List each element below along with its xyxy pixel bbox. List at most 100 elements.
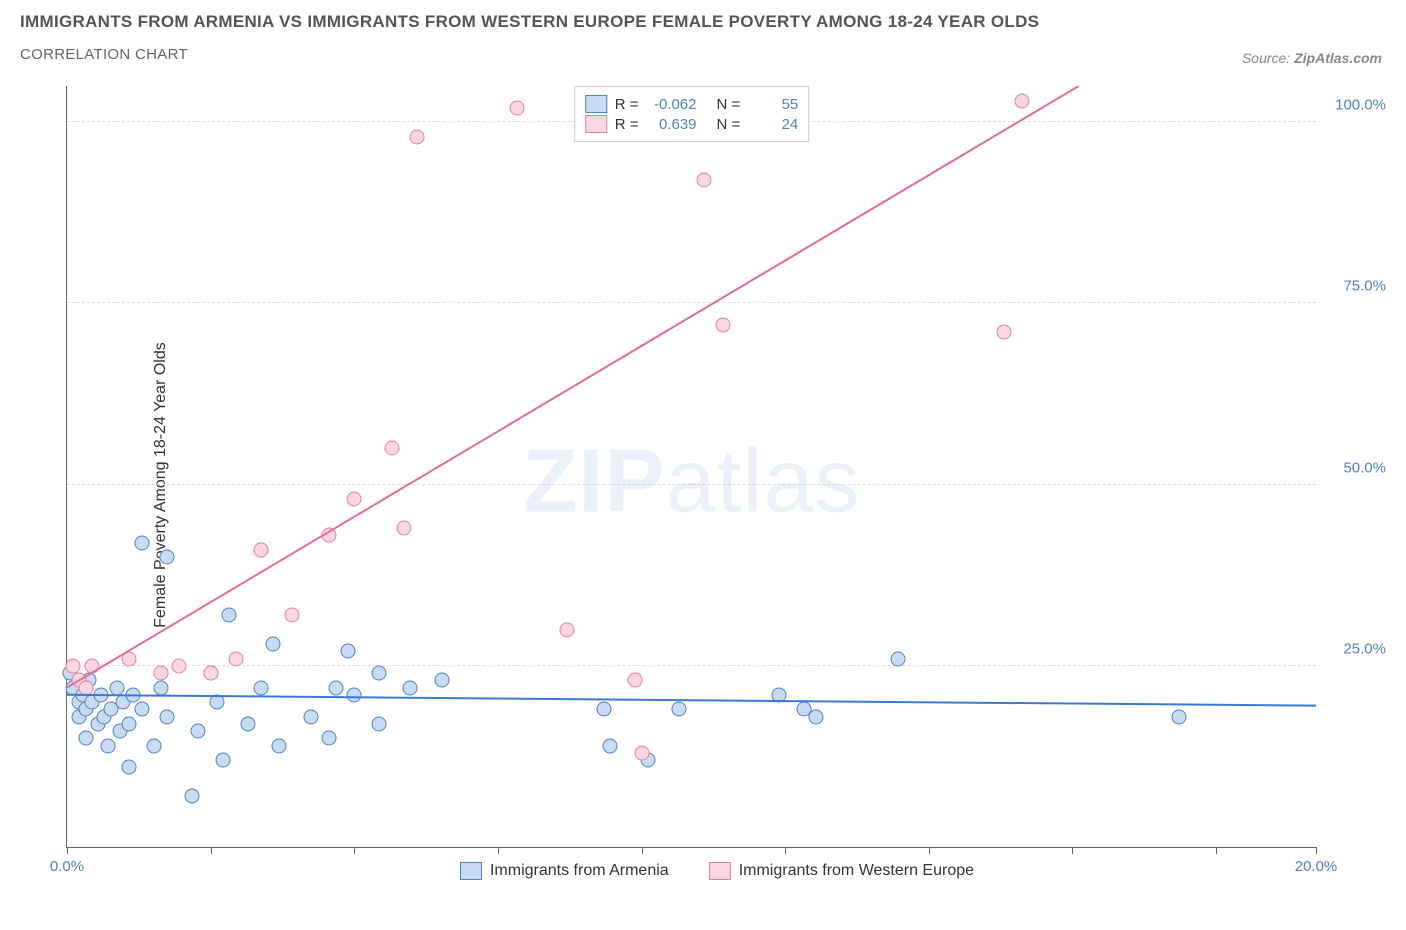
data-point-western_europe <box>172 658 187 673</box>
x-tick <box>498 847 499 854</box>
chart-title-line2: CORRELATION CHART <box>20 46 1386 63</box>
chart-area: Female Poverty Among 18-24 Year Olds ZIP… <box>38 86 1396 884</box>
legend-series-label: Immigrants from Armenia <box>490 862 669 880</box>
data-point-armenia <box>403 680 418 695</box>
data-point-western_europe <box>509 100 524 115</box>
data-point-armenia <box>303 709 318 724</box>
gridline <box>67 302 1316 303</box>
data-point-armenia <box>322 731 337 746</box>
data-point-armenia <box>890 651 905 666</box>
legend-stats-row-western_europe: R = 0.639 N = 24 <box>585 115 799 133</box>
data-point-armenia <box>1171 709 1186 724</box>
data-point-armenia <box>809 709 824 724</box>
x-tick <box>1072 847 1073 854</box>
legend-r-label: R = <box>615 96 639 113</box>
chart-title-line1: IMMIGRANTS FROM ARMENIA VS IMMIGRANTS FR… <box>20 12 1386 32</box>
legend-swatch <box>460 862 482 880</box>
data-point-armenia <box>184 789 199 804</box>
x-tick <box>211 847 212 854</box>
x-tick-label: 20.0% <box>1295 858 1338 875</box>
data-point-armenia <box>241 716 256 731</box>
data-point-armenia <box>771 687 786 702</box>
data-point-armenia <box>266 637 281 652</box>
data-point-armenia <box>147 738 162 753</box>
x-tick <box>929 847 930 854</box>
data-point-armenia <box>153 680 168 695</box>
data-point-western_europe <box>322 528 337 543</box>
data-point-armenia <box>672 702 687 717</box>
data-point-armenia <box>209 695 224 710</box>
data-point-western_europe <box>253 542 268 557</box>
x-tick <box>354 847 355 854</box>
legend-stats-box: R =-0.062N =55R =0.639N =24 <box>574 86 810 142</box>
data-point-western_europe <box>409 129 424 144</box>
legend-series: Immigrants from Armenia Immigrants from W… <box>460 862 974 880</box>
x-tick <box>642 847 643 854</box>
legend-r-value: 0.639 <box>647 116 697 133</box>
data-point-armenia <box>78 731 93 746</box>
data-point-armenia <box>122 716 137 731</box>
x-tick <box>1316 847 1317 854</box>
data-point-armenia <box>134 702 149 717</box>
data-point-western_europe <box>203 666 218 681</box>
data-point-armenia <box>159 709 174 724</box>
y-tick-label: 25.0% <box>1343 640 1386 657</box>
trend-line-western_europe <box>67 86 1316 847</box>
data-point-western_europe <box>228 651 243 666</box>
data-point-armenia <box>272 738 287 753</box>
legend-swatch <box>585 115 607 133</box>
gridline <box>67 484 1316 485</box>
data-point-western_europe <box>384 441 399 456</box>
x-tick <box>785 847 786 854</box>
data-point-armenia <box>328 680 343 695</box>
data-point-armenia <box>191 724 206 739</box>
legend-n-label: N = <box>717 96 741 113</box>
data-point-armenia <box>134 535 149 550</box>
data-point-western_europe <box>347 492 362 507</box>
data-point-western_europe <box>628 673 643 688</box>
data-point-western_europe <box>397 521 412 536</box>
data-point-armenia <box>434 673 449 688</box>
legend-series-item-western_europe: Immigrants from Western Europe <box>709 862 974 880</box>
source-attribution: Source: ZipAtlas.com <box>1242 50 1382 66</box>
y-tick-label: 100.0% <box>1335 97 1386 114</box>
gridline <box>67 665 1316 666</box>
data-point-western_europe <box>634 745 649 760</box>
data-point-western_europe <box>153 666 168 681</box>
data-point-western_europe <box>84 658 99 673</box>
data-point-western_europe <box>1015 93 1030 108</box>
data-point-western_europe <box>122 651 137 666</box>
data-point-armenia <box>222 608 237 623</box>
data-point-armenia <box>122 760 137 775</box>
watermark: ZIPatlas <box>522 430 860 533</box>
data-point-armenia <box>603 738 618 753</box>
legend-n-label: N = <box>717 116 741 133</box>
data-point-western_europe <box>78 680 93 695</box>
legend-n-value: 24 <box>748 116 798 133</box>
legend-swatch <box>709 862 731 880</box>
data-point-western_europe <box>66 658 81 673</box>
data-point-armenia <box>253 680 268 695</box>
data-point-armenia <box>597 702 612 717</box>
data-point-armenia <box>125 687 140 702</box>
data-point-western_europe <box>715 318 730 333</box>
data-point-armenia <box>347 687 362 702</box>
scatter-plot: ZIPatlas R =-0.062N =55R =0.639N =24 25.… <box>66 86 1316 848</box>
legend-r-value: -0.062 <box>647 96 697 113</box>
data-point-armenia <box>372 666 387 681</box>
data-point-armenia <box>159 550 174 565</box>
data-point-western_europe <box>696 173 711 188</box>
x-tick <box>1216 847 1217 854</box>
y-tick-label: 75.0% <box>1343 278 1386 295</box>
y-tick-label: 50.0% <box>1343 459 1386 476</box>
legend-series-item-armenia: Immigrants from Armenia <box>460 862 669 880</box>
data-point-western_europe <box>559 622 574 637</box>
x-tick <box>67 847 68 854</box>
data-point-armenia <box>216 753 231 768</box>
x-tick-label: 0.0% <box>50 858 84 875</box>
data-point-armenia <box>341 644 356 659</box>
data-point-armenia <box>100 738 115 753</box>
data-point-armenia <box>372 716 387 731</box>
legend-r-label: R = <box>615 116 639 133</box>
data-point-armenia <box>109 680 124 695</box>
